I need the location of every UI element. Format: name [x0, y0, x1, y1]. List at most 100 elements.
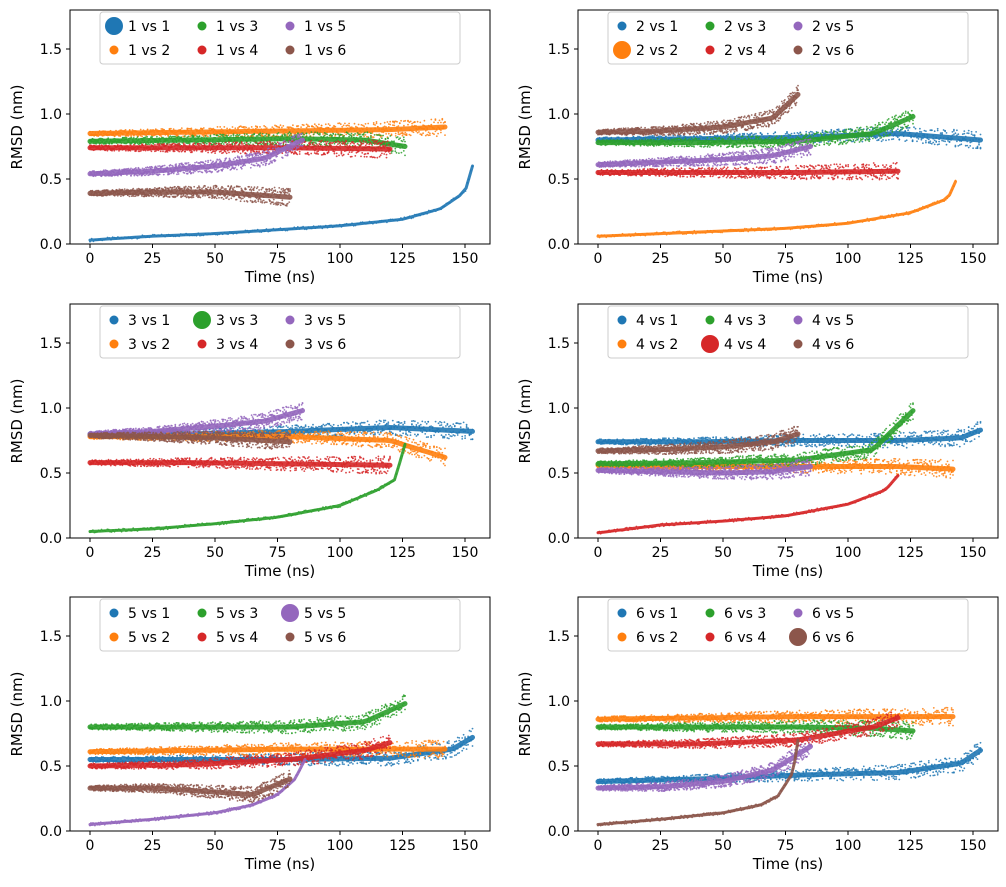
data-point: [371, 139, 374, 142]
data-point: [246, 156, 249, 159]
data-point: [437, 121, 439, 124]
data-point: [905, 127, 908, 129]
data-point: [400, 151, 403, 154]
data-point: [274, 141, 276, 144]
data-point: [335, 152, 338, 155]
data-point: [381, 142, 383, 144]
data-point: [266, 188, 269, 191]
data-point: [161, 128, 164, 130]
data-point: [281, 134, 284, 136]
data-point: [222, 151, 225, 154]
data-point: [929, 140, 932, 143]
data-point: [318, 123, 320, 126]
data-point: [923, 129, 926, 132]
data-point: [296, 135, 299, 138]
data-point: [404, 154, 406, 157]
data-point: [232, 134, 235, 137]
legend-marker: [285, 45, 295, 55]
data-point: [124, 135, 127, 137]
data-point: [130, 167, 132, 170]
data-point: [286, 153, 289, 156]
data-point: [232, 158, 235, 161]
data-point: [250, 151, 252, 154]
data-point: [199, 170, 201, 173]
data-point: [249, 141, 252, 144]
data-point: [821, 129, 824, 132]
data-point: [252, 189, 255, 192]
data-point: [936, 129, 939, 132]
legend-label: 1 vs 2: [128, 43, 170, 59]
data-point: [386, 140, 389, 143]
data-point: [222, 198, 225, 201]
data-point: [379, 122, 382, 125]
data-point: [194, 143, 197, 145]
data-point: [786, 131, 788, 134]
data-point: [774, 131, 777, 134]
data-point: [385, 156, 388, 159]
data-point: [290, 136, 293, 139]
data-point: [259, 154, 262, 156]
data-point: [278, 187, 281, 189]
data-point: [786, 132, 788, 135]
data-point: [308, 153, 310, 156]
data-point: [223, 126, 226, 128]
data-point: [834, 130, 837, 133]
data-point: [967, 129, 970, 132]
data-point: [260, 162, 263, 164]
data-point: [277, 132, 280, 134]
data-point: [824, 132, 827, 134]
data-point: [363, 135, 365, 138]
data-point: [313, 144, 316, 147]
data-point: [214, 152, 217, 155]
data-point: [262, 199, 265, 202]
data-point: [224, 166, 227, 169]
data-point: [264, 191, 267, 194]
data-point: [249, 166, 252, 169]
data-point: [274, 202, 277, 205]
series-line: [87, 189, 293, 200]
data-point: [258, 164, 261, 167]
data-point: [146, 128, 149, 131]
data-point: [249, 196, 252, 199]
data-point: [746, 133, 749, 135]
data-point: [282, 187, 284, 190]
data-point: [653, 135, 655, 138]
data-point: [175, 163, 178, 166]
data-point: [201, 171, 204, 174]
data-point: [731, 134, 734, 137]
data-point: [346, 144, 348, 147]
data-point: [167, 196, 169, 198]
data-point: [189, 196, 192, 199]
data-point: [238, 185, 241, 188]
data-point: [399, 137, 401, 140]
data-point: [296, 125, 298, 127]
data-point: [149, 173, 152, 176]
x-tick-label: 25: [144, 251, 162, 267]
data-point: [198, 185, 200, 188]
data-point: [659, 135, 661, 138]
series-1-vs-4: [87, 139, 393, 159]
data-point: [156, 135, 158, 138]
data-point: [196, 194, 199, 197]
data-point: [377, 143, 380, 145]
data-point: [144, 188, 147, 191]
data-point: [272, 147, 274, 150]
data-point: [245, 126, 248, 129]
data-point: [389, 135, 392, 137]
data-point: [821, 131, 824, 134]
data-point: [214, 196, 217, 199]
data-point: [234, 127, 237, 130]
data-point: [415, 130, 418, 133]
data-point: [427, 131, 430, 134]
data-point: [424, 134, 427, 137]
data-point: [876, 139, 878, 142]
y-tick-label: 0.5: [40, 172, 62, 188]
data-point: [298, 150, 301, 153]
data-point: [340, 151, 343, 154]
data-point: [267, 133, 270, 136]
data-point: [164, 186, 167, 189]
data-point: [289, 190, 291, 193]
data-point: [168, 173, 171, 175]
data-point: [312, 133, 315, 136]
data-point: [790, 132, 793, 135]
